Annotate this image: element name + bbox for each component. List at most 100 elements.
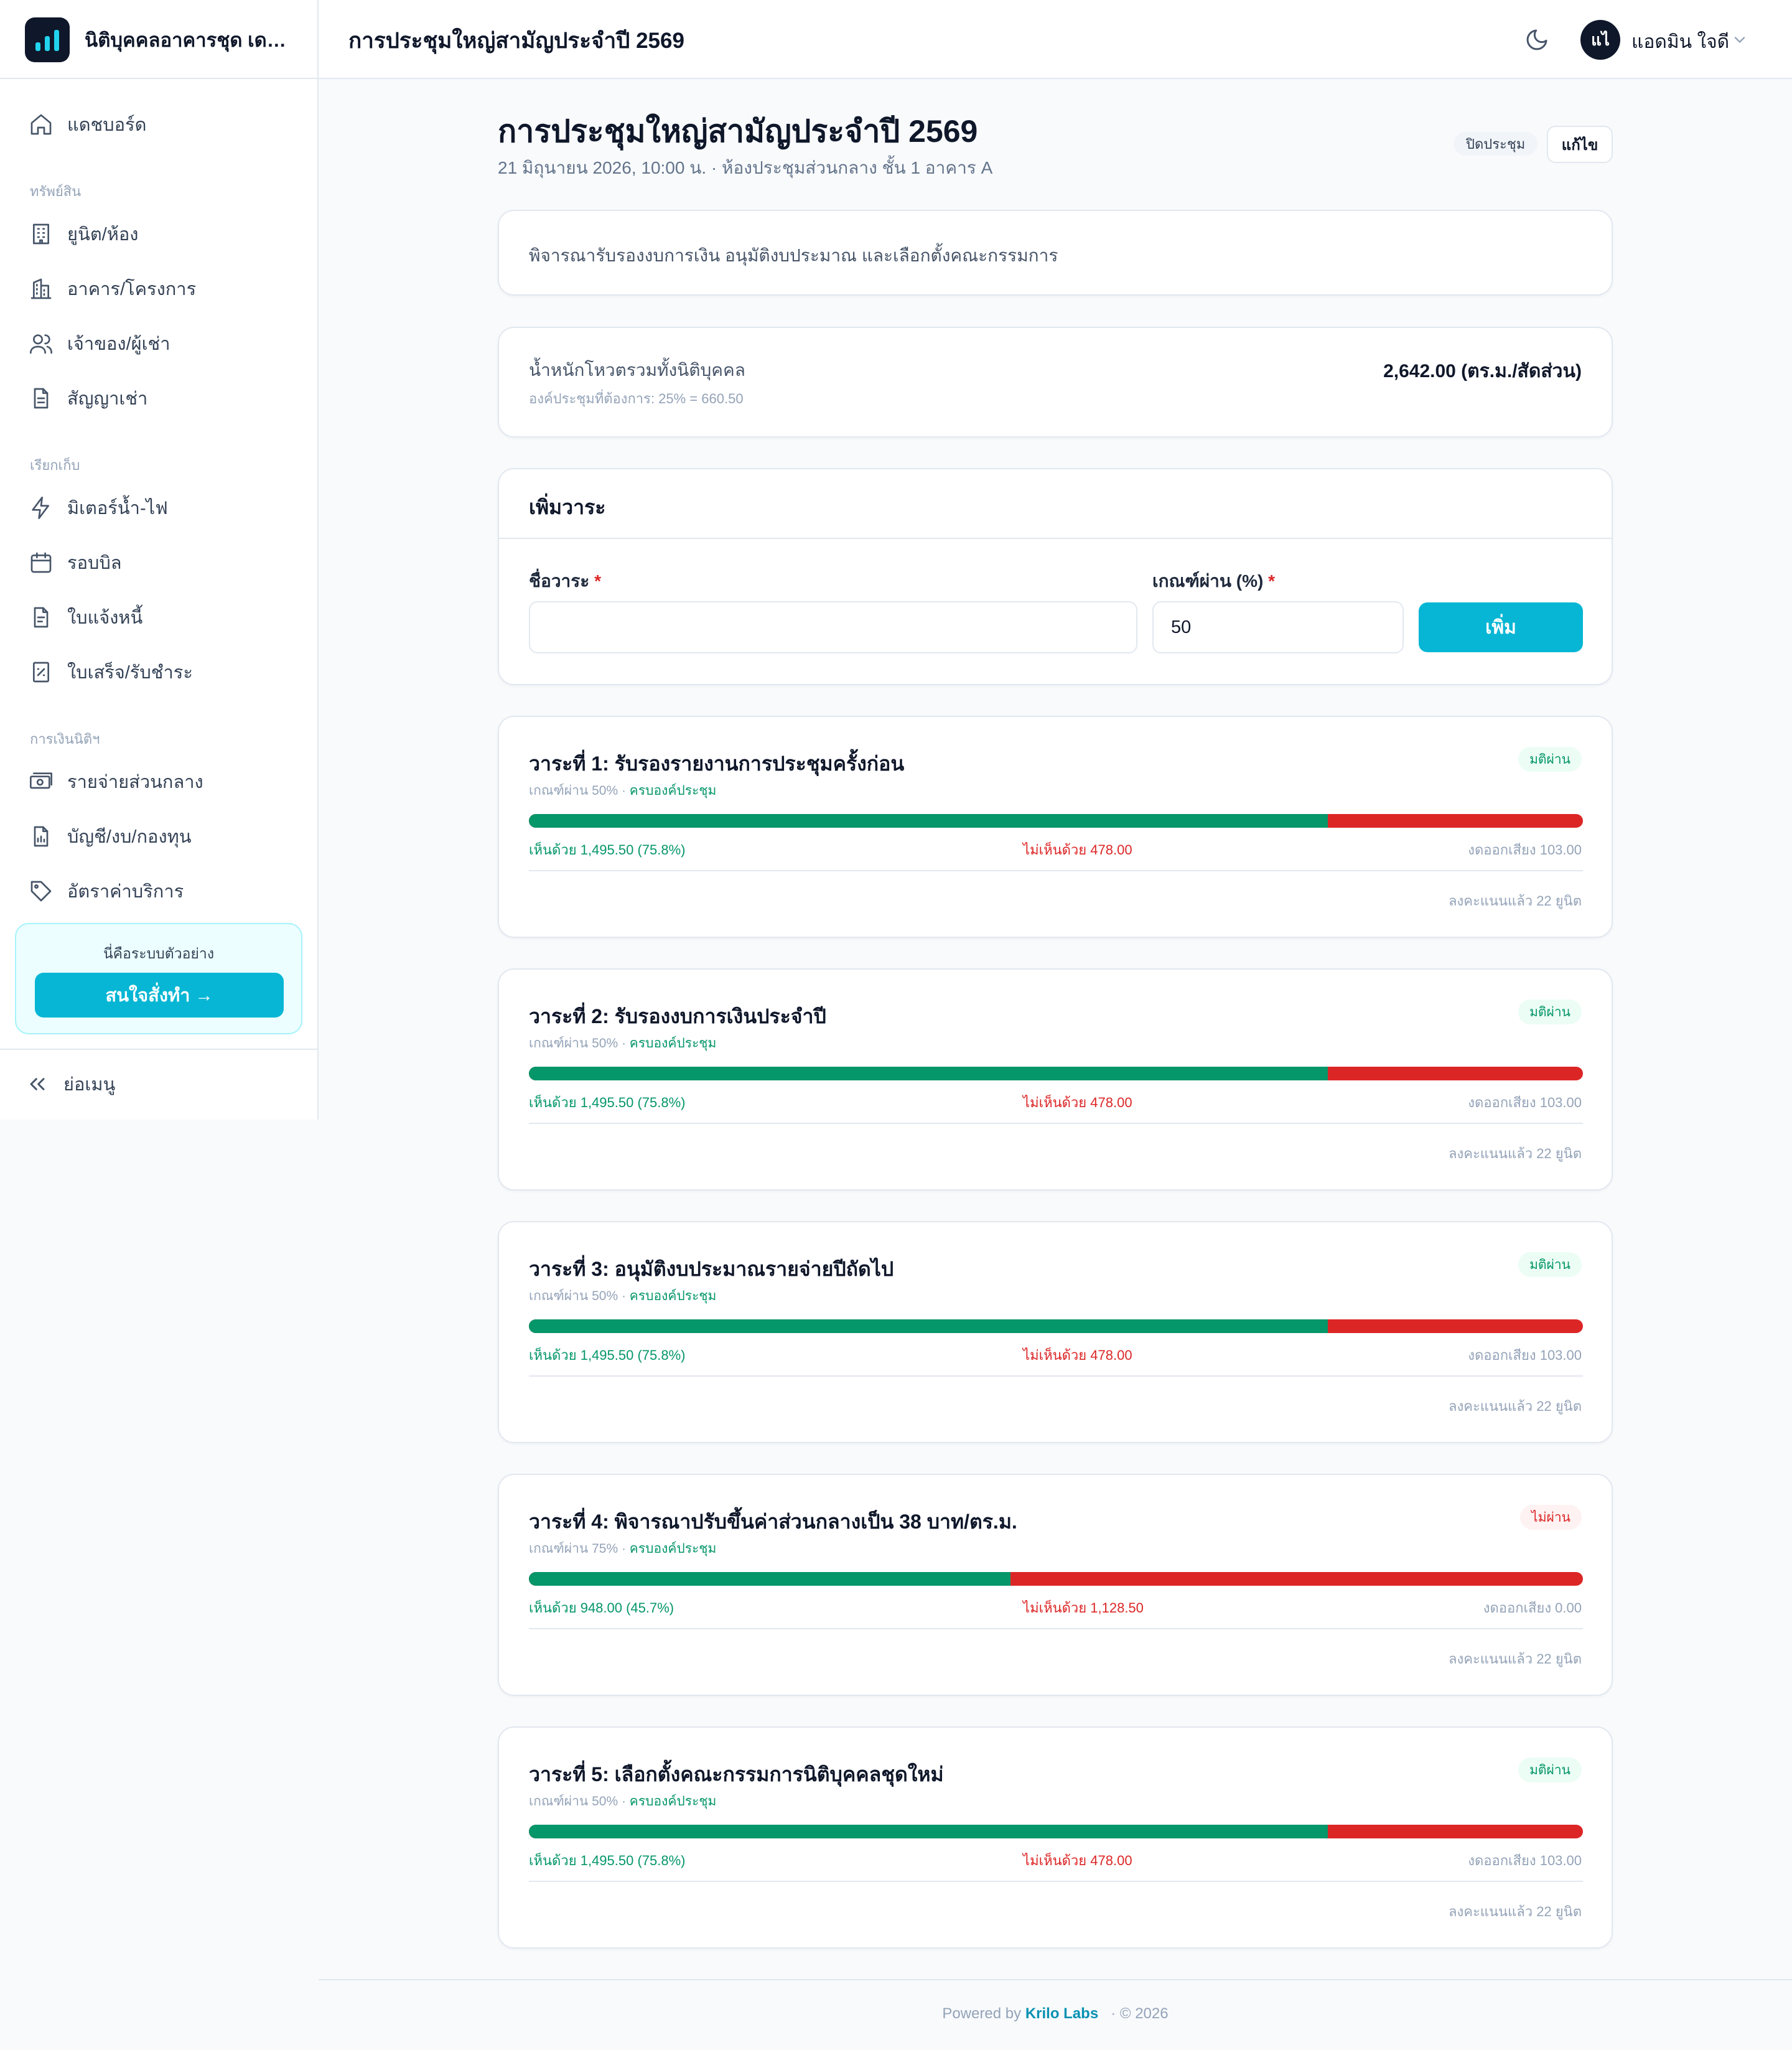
sidebar-item-label: สัญญาเช่า <box>67 389 148 409</box>
result-badge: มติผ่าน <box>1518 1757 1582 1782</box>
tag-icon <box>30 881 52 902</box>
interest-button[interactable]: สนใจสั่งทำ → <box>35 973 284 1018</box>
calendar-icon <box>30 552 52 573</box>
agenda-card: วาระที่ 2: รับรองงบการเงินประจำปีเกณฑ์ผ่… <box>498 968 1613 1191</box>
sidebar-item-accounts[interactable]: บัญชี/งบ/กองทุน <box>29 821 192 852</box>
vote-progress-bar <box>529 814 1583 828</box>
user-name[interactable]: แอดมิน ใจดี <box>1631 32 1730 52</box>
voted-count: ลงคะแนนแล้ว 22 ยูนิต <box>1449 1398 1582 1414</box>
agenda-title: วาระที่ 5: เลือกตั้งคณะกรรมการนิติบุคคลช… <box>529 1763 944 1786</box>
invoice-icon <box>34 607 49 628</box>
buildings-icon <box>30 278 52 299</box>
votes-no: ไม่เห็นด้วย 1,128.50 <box>1023 1600 1144 1616</box>
agenda-meta: เกณฑ์ผ่าน 50% · ครบองค์ประชุม <box>529 1791 716 1812</box>
sidebar-item-label: รอบบิล <box>67 553 122 573</box>
agenda-card: วาระที่ 1: รับรองรายงานการประชุมครั้งก่อ… <box>498 716 1613 938</box>
sidebar-item-label: ยูนิต/ห้อง <box>67 225 139 245</box>
collapse-menu-button[interactable]: ย่อเมนู <box>25 1070 115 1098</box>
agenda-title: วาระที่ 2: รับรองงบการเงินประจำปี <box>529 1005 826 1027</box>
footer-company-link[interactable]: Krilo Labs <box>1025 2005 1099 2022</box>
chevron-down-icon[interactable] <box>1731 31 1748 49</box>
agenda-threshold: เกณฑ์ผ่าน 75% · <box>529 1542 630 1556</box>
avatar[interactable]: แไ <box>1580 20 1620 60</box>
description-card: พิจารณารับรองงบการเงิน อนุมัติงบประมาณ แ… <box>498 210 1613 296</box>
voted-count: ลงคะแนนแล้ว 22 ยูนิต <box>1449 1904 1582 1919</box>
vote-progress-bar <box>529 1319 1583 1333</box>
footer: Powered by Krilo Labs · © 2026 <box>319 1979 1792 2050</box>
users-icon <box>30 334 52 354</box>
sidebar-item-meters[interactable]: มิเตอร์น้ำ-ไฟ <box>29 492 168 523</box>
header-title: การประชุมใหญ่สามัญประจำปี 2569 <box>348 29 684 53</box>
agenda-threshold: เกณฑ์ผ่าน 50% · <box>529 1036 630 1051</box>
demo-promo: นี่คือระบบตัวอย่าง สนใจสั่งทำ → <box>15 923 302 1034</box>
receipt-icon <box>33 662 49 683</box>
brand[interactable]: นิติบุคคลอาคารชุด เดอะ ... <box>0 0 319 79</box>
agenda-meta: เกณฑ์ผ่าน 50% · ครบองค์ประชุม <box>529 1286 716 1306</box>
sidebar-item-label: มิเตอร์น้ำ-ไฟ <box>67 498 168 518</box>
sidebar-item-units[interactable]: ยูนิต/ห้อง <box>29 218 138 250</box>
card-divider <box>529 870 1583 871</box>
agenda-title: วาระที่ 1: รับรองรายงานการประชุมครั้งก่อ… <box>529 752 905 775</box>
add-agenda-card: เพิ่มวาระ ชื่อวาระ * เกณฑ์ผ่าน (%) * 50 … <box>498 468 1613 685</box>
agenda-meta: เกณฑ์ผ่าน 75% · ครบองค์ประชุม <box>529 1538 716 1559</box>
sidebar: แดชบอร์ด ทรัพย์สิน ยูนิต/ห้อง อาคาร/โครง… <box>0 79 319 1120</box>
vote-yes-fill <box>529 1319 1328 1333</box>
votes-no: ไม่เห็นด้วย 478.00 <box>1023 1095 1132 1110</box>
quorum-status: ครบองค์ประชุม <box>629 784 717 798</box>
building-icon <box>33 223 49 245</box>
top-bar: นิติบุคคลอาคารชุด เดอะ ... การประชุมใหญ่… <box>0 0 1792 79</box>
sidebar-item-invoices[interactable]: ใบแจ้งหนี้ <box>29 602 142 633</box>
zap-icon <box>32 497 49 519</box>
footer-text: Powered by Krilo Labs · © 2026 <box>319 2005 1792 2023</box>
agenda-name-input[interactable] <box>529 601 1137 653</box>
votes-abstain: งดออกเสียง 0.00 <box>1483 1600 1582 1616</box>
votes-abstain: งดออกเสียง 103.00 <box>1468 842 1582 858</box>
sidebar-section-assets: ทรัพย์สิน <box>30 184 82 199</box>
votes-yes: เห็นด้วย 1,495.50 (75.8%) <box>529 842 686 858</box>
agenda-threshold: เกณฑ์ผ่าน 50% · <box>529 1289 630 1303</box>
agenda-card: วาระที่ 5: เลือกตั้งคณะกรรมการนิติบุคคลช… <box>498 1726 1613 1949</box>
threshold-input[interactable]: 50 <box>1152 601 1404 653</box>
sidebar-item-leases[interactable]: สัญญาเช่า <box>29 383 147 414</box>
sidebar-item-label: อัตราค่าบริการ <box>67 882 184 902</box>
moon-icon[interactable] <box>1524 27 1549 52</box>
collapse-label: ย่อเมนู <box>63 1075 116 1095</box>
agenda-threshold: เกณฑ์ผ่าน 50% · <box>529 1794 630 1809</box>
chevrons-left-icon <box>30 1078 45 1090</box>
weight-label: น้ำหนักโหวตรวมทั้งนิติบุคคล <box>529 360 745 380</box>
agenda-name-label-text: ชื่อวาระ <box>529 571 590 591</box>
sidebar-item-owners[interactable]: เจ้าของ/ผู้เช่า <box>29 328 170 359</box>
sidebar-item-common-expenses[interactable]: รายจ่ายส่วนกลาง <box>29 766 203 797</box>
footer-copyright: · © 2026 <box>1111 2005 1169 2022</box>
vote-progress-bar <box>529 1572 1583 1586</box>
voted-count: ลงคะแนนแล้ว 22 ยูนิต <box>1449 1146 1582 1161</box>
sidebar-divider <box>0 1049 317 1050</box>
vote-yes-fill <box>529 1825 1328 1838</box>
sidebar-section-billing: เรียกเก็บ <box>30 457 80 473</box>
vote-yes-fill <box>529 814 1328 828</box>
status-badge: ปิดประชุม <box>1454 132 1538 156</box>
chart-file-icon <box>34 826 49 847</box>
add-agenda-button[interactable]: เพิ่ม <box>1419 602 1583 652</box>
votes-yes: เห็นด้วย 1,495.50 (75.8%) <box>529 1095 686 1110</box>
agenda-card: วาระที่ 4: พิจารณาปรับขึ้นค่าส่วนกลางเป็… <box>498 1474 1613 1696</box>
sidebar-item-buildings[interactable]: อาคาร/โครงการ <box>29 273 196 304</box>
sidebar-item-dashboard[interactable]: แดชบอร์ด <box>29 109 146 140</box>
votes-yes: เห็นด้วย 1,495.50 (75.8%) <box>529 1853 686 1868</box>
agenda-meta: เกณฑ์ผ่าน 50% · ครบองค์ประชุม <box>529 780 716 801</box>
card-divider <box>529 1881 1583 1882</box>
card-divider <box>529 1123 1583 1124</box>
sidebar-item-label: บัญชี/งบ/กองทุน <box>67 827 192 847</box>
votes-no: ไม่เห็นด้วย 478.00 <box>1023 1853 1132 1868</box>
voted-count: ลงคะแนนแล้ว 22 ยูนิต <box>1449 893 1582 909</box>
quorum-status: ครบองค์ประชุม <box>629 1542 717 1556</box>
edit-button[interactable]: แก้ไข <box>1547 126 1613 163</box>
result-badge: มติผ่าน <box>1518 1252 1582 1277</box>
brand-name: นิติบุคคลอาคารชุด เดอะ ... <box>85 29 296 51</box>
vote-progress-bar <box>529 1825 1583 1838</box>
sidebar-item-billing-cycle[interactable]: รอบบิล <box>29 547 122 578</box>
sidebar-item-rates[interactable]: อัตราค่าบริการ <box>29 876 184 907</box>
voted-count: ลงคะแนนแล้ว 22 ยูนิต <box>1449 1651 1582 1667</box>
sidebar-item-receipts[interactable]: ใบเสร็จ/รับชำระ <box>29 657 193 688</box>
votes-abstain: งดออกเสียง 103.00 <box>1468 1095 1582 1110</box>
